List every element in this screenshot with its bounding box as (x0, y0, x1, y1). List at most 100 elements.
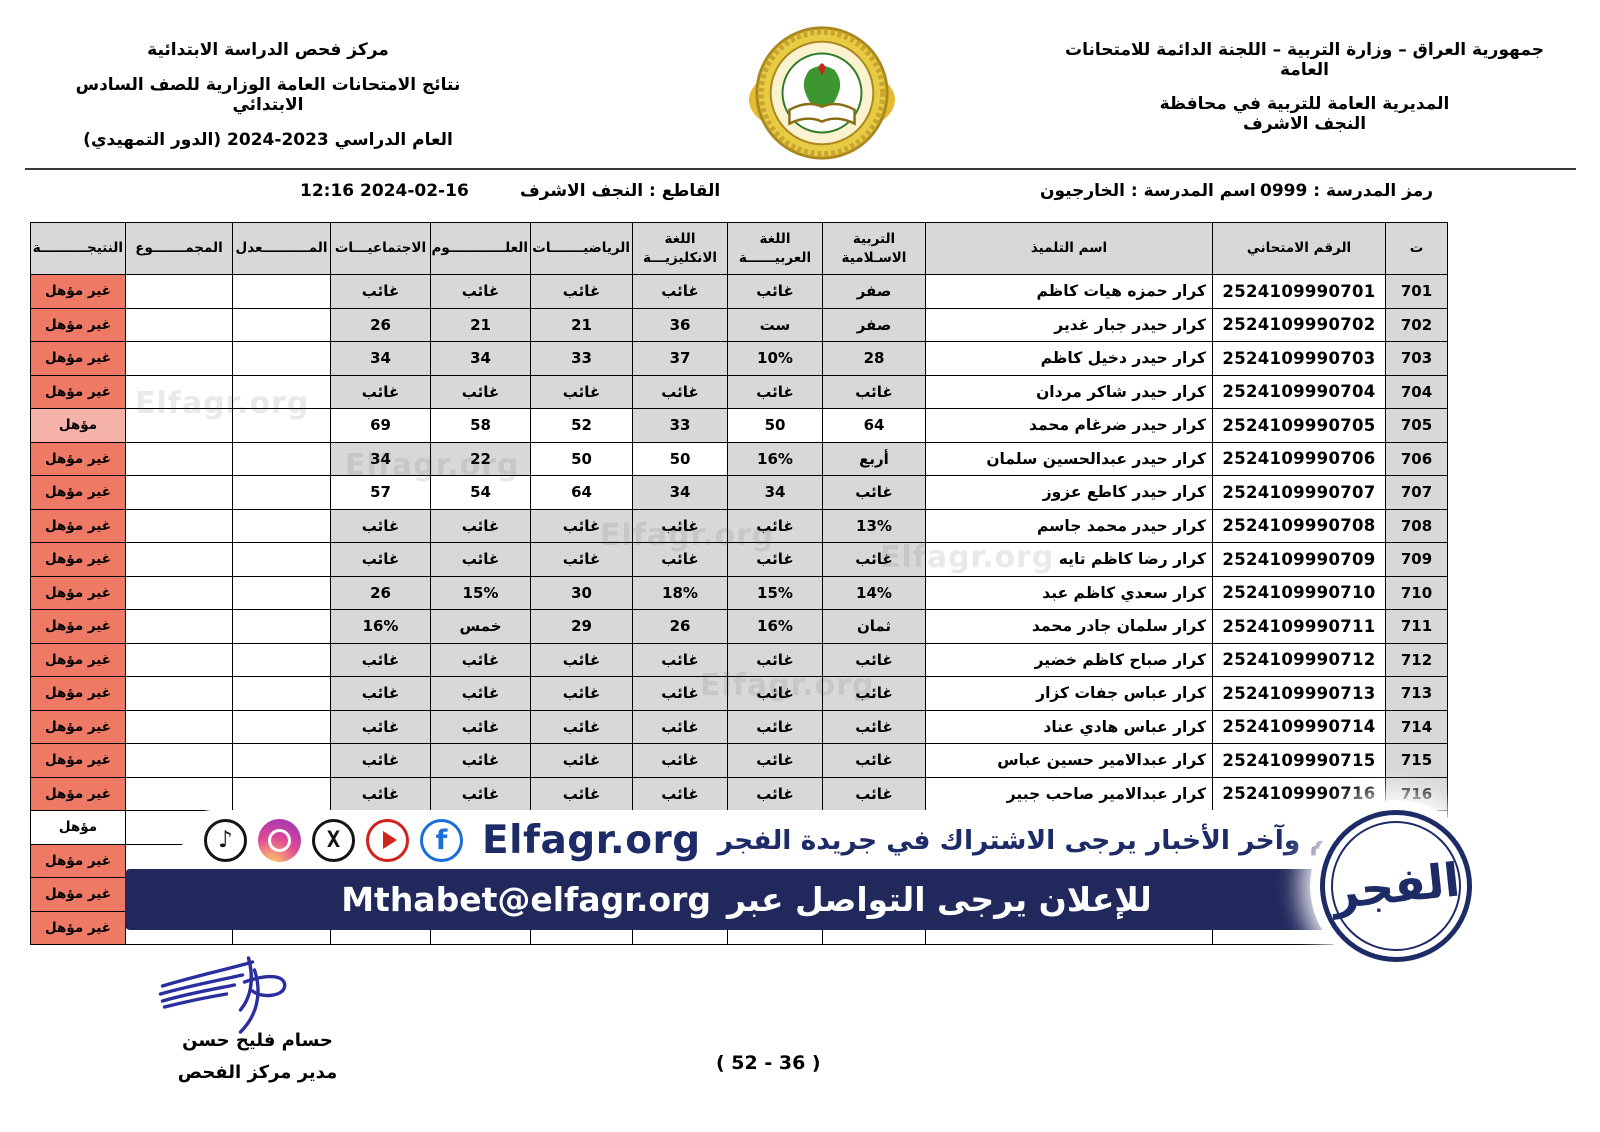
cell-science-score: غائب (430, 642, 531, 677)
cell-average (232, 307, 331, 342)
x-icon: X (312, 818, 355, 862)
table-row: 711 2524109990711 كرار سلمان جادر محمد ثمان… (30, 609, 1448, 644)
cell-average (232, 542, 331, 577)
cell-serial: 704 (1385, 374, 1448, 409)
cell-english-score: 36 (632, 307, 728, 342)
cell-islamic-score: غائب (822, 374, 926, 409)
table-row: 701 2524109990701 كرار حمزه هيات كاظم صفر غا… (30, 274, 1448, 309)
cell-result: غير مؤهل (30, 307, 126, 342)
cell-social-score: غائب (330, 709, 431, 744)
cell-social-score: غائب (330, 374, 431, 409)
cell-math-score: غائب (530, 508, 633, 543)
table-row: 709 2524109990709 كرار رضا كاظم تايه غائب غا… (30, 542, 1448, 577)
col-header-total: المجمـــــــوع (125, 222, 233, 275)
signature (158, 956, 287, 1034)
cell-result: غير مؤهل (30, 877, 126, 912)
cell-average (232, 743, 331, 778)
page-number: ( 52 - 36 ) (716, 1052, 821, 1074)
cell-social-score: 16% (330, 609, 431, 644)
cell-total (125, 642, 233, 677)
cell-math-score: غائب (530, 709, 633, 744)
cell-result: غير مؤهل (30, 609, 126, 644)
school-name: اسم المدرسة : الخارجيون (1040, 181, 1256, 201)
print-datetime: 12:16 2024-02-16 (300, 181, 469, 201)
cell-student-name: كرار صباح كاظم خضير (925, 642, 1213, 677)
col-header-student-name: اسم التلميذ (925, 222, 1213, 275)
cell-islamic-score: 64 (822, 408, 926, 443)
cell-science-score: خمس (430, 609, 531, 644)
cell-islamic-score: صفر (822, 307, 926, 342)
youtube-play-triangle (383, 831, 397, 849)
cell-result: غير مؤهل (30, 274, 126, 309)
table-row: 714 2524109990714 كرار عباس هادي عناد غائب غ… (30, 709, 1448, 744)
cell-total (125, 575, 233, 610)
cell-total (125, 743, 233, 778)
cell-english-score: 34 (632, 475, 728, 510)
cell-math-score: غائب (530, 743, 633, 778)
cell-islamic-score: غائب (822, 709, 926, 744)
cell-result: غير مؤهل (30, 508, 126, 543)
cell-exam-number: 2524109990706 (1212, 441, 1386, 476)
table-row: 708 2524109990708 كرار حيدر محمد جاسم 13% غا… (30, 508, 1448, 543)
table-row: 702 2524109990702 كرار حيدر جبار غدير صفر ست… (30, 307, 1448, 342)
instagram-lens (268, 828, 291, 852)
elfagr-site-name: Elfagr.org (482, 817, 701, 863)
cell-student-name: كرار عبدالامير حسين عباس (925, 743, 1213, 778)
cell-average (232, 274, 331, 309)
cell-science-score: 21 (430, 307, 531, 342)
cell-exam-number: 2524109990715 (1212, 743, 1386, 778)
cell-arabic-score: غائب (727, 642, 823, 677)
cell-serial: 707 (1385, 475, 1448, 510)
cell-exam-number: 2524109990703 (1212, 341, 1386, 376)
cell-average (232, 441, 331, 476)
cell-social-score: غائب (330, 542, 431, 577)
cell-result: غير مؤهل (30, 575, 126, 610)
cell-science-score: غائب (430, 542, 531, 577)
cell-serial: 711 (1385, 609, 1448, 644)
cell-average (232, 776, 331, 811)
cell-student-name: كرار حيدر كاطع عزوز (925, 475, 1213, 510)
cell-result: غير مؤهل (30, 709, 126, 744)
cell-science-score: 34 (430, 341, 531, 376)
cell-average (232, 709, 331, 744)
cell-exam-number: 2524109990701 (1212, 274, 1386, 309)
signer-title: مدير مركز الفحص (177, 1062, 338, 1083)
sector: القاطع : النجف الاشرف (520, 181, 721, 201)
cell-english-score: غائب (632, 374, 728, 409)
cell-english-score: 50 (632, 441, 728, 476)
cell-english-score: غائب (632, 743, 728, 778)
cell-average (232, 341, 331, 376)
cell-arabic-score: غائب (727, 274, 823, 309)
cell-exam-number: 2524109990705 (1212, 408, 1386, 443)
cell-serial: 702 (1385, 307, 1448, 342)
ministry-of-education-emblem-icon (748, 18, 896, 168)
cell-exam-number: 2524109990708 (1212, 508, 1386, 543)
cell-math-score: غائب (530, 776, 633, 811)
cell-student-name: كرار حيدر ضرغام محمد (925, 408, 1213, 443)
cell-science-score: 22 (430, 441, 531, 476)
cell-exam-number: 2524109990714 (1212, 709, 1386, 744)
banner-top-band: ♪ X f Elfagr.org لمتابعة أهم وآخر الأخبا… (182, 810, 1456, 870)
cell-math-score: غائب (530, 274, 633, 309)
cell-math-score: 50 (530, 441, 633, 476)
cell-english-score: غائب (632, 274, 728, 309)
table-row: 713 2524109990713 كرار عباس جفات كزار غائب غ… (30, 676, 1448, 711)
cell-islamic-score: صفر (822, 274, 926, 309)
cell-student-name: كرار سلمان جادر محمد (925, 609, 1213, 644)
cell-english-score: 37 (632, 341, 728, 376)
table-row: 715 2524109990715 كرار عبدالامير حسين عباس… (30, 743, 1448, 778)
youtube-icon (366, 818, 409, 862)
cell-result: غير مؤهل (30, 341, 126, 376)
cell-serial: 706 (1385, 441, 1448, 476)
cell-serial: 713 (1385, 676, 1448, 711)
cell-result: غير مؤهل (30, 374, 126, 409)
col-header-islamic: التربية الاسـلامية (822, 222, 926, 275)
table-row: 716 2524109990716 كرار عبدالامير صاحب جبير… (30, 776, 1448, 811)
cell-serial: 714 (1385, 709, 1448, 744)
cell-serial: 708 (1385, 508, 1448, 543)
col-header-average: المــــــــــعدل (232, 222, 331, 275)
cell-student-name: كرار حيدر شاكر مردان (925, 374, 1213, 409)
cell-social-score: 57 (330, 475, 431, 510)
cell-islamic-score: غائب (822, 676, 926, 711)
